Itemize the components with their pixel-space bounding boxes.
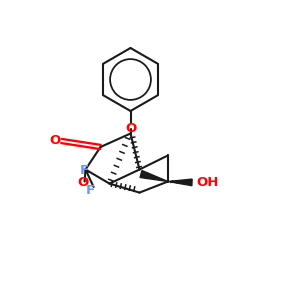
Text: OH: OH <box>196 176 219 189</box>
Text: F: F <box>80 164 89 178</box>
Polygon shape <box>168 179 192 186</box>
Text: O: O <box>77 176 89 190</box>
Polygon shape <box>140 170 168 182</box>
Text: O: O <box>49 134 61 148</box>
Text: O: O <box>125 122 136 135</box>
Text: F: F <box>85 184 94 197</box>
